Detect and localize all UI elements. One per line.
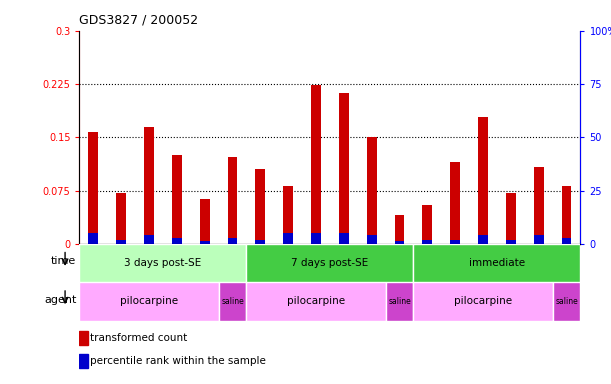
Bar: [506, 193, 516, 244]
Bar: [311, 233, 321, 244]
Bar: [172, 155, 181, 244]
Text: immediate: immediate: [469, 258, 525, 268]
Bar: [450, 162, 460, 244]
Bar: [414, 244, 580, 282]
Bar: [284, 185, 293, 244]
Bar: [478, 235, 488, 244]
Text: saline: saline: [555, 297, 578, 306]
Text: saline: saline: [388, 297, 411, 306]
Bar: [228, 157, 238, 244]
Bar: [228, 238, 238, 244]
Text: 3 days post-SE: 3 days post-SE: [124, 258, 202, 268]
Bar: [255, 240, 265, 244]
Text: saline: saline: [221, 297, 244, 306]
Bar: [367, 137, 376, 244]
Bar: [246, 282, 386, 321]
Bar: [506, 240, 516, 244]
Bar: [200, 241, 210, 244]
Bar: [79, 282, 219, 321]
Bar: [367, 235, 376, 244]
Bar: [534, 167, 544, 244]
Text: pilocarpine: pilocarpine: [454, 296, 512, 306]
Bar: [200, 199, 210, 244]
Bar: [562, 238, 571, 244]
Text: percentile rank within the sample: percentile rank within the sample: [90, 356, 266, 366]
Bar: [339, 93, 349, 244]
Bar: [534, 235, 544, 244]
Bar: [255, 169, 265, 244]
Text: pilocarpine: pilocarpine: [287, 296, 345, 306]
Bar: [395, 241, 404, 244]
Bar: [386, 282, 414, 321]
Bar: [395, 215, 404, 244]
Bar: [422, 205, 432, 244]
Text: 7 days post-SE: 7 days post-SE: [291, 258, 368, 268]
Bar: [450, 240, 460, 244]
Bar: [116, 240, 126, 244]
Bar: [116, 193, 126, 244]
Bar: [311, 85, 321, 244]
Bar: [89, 233, 98, 244]
Bar: [562, 185, 571, 244]
Text: time: time: [51, 256, 76, 266]
Bar: [79, 244, 246, 282]
Bar: [89, 132, 98, 244]
Text: pilocarpine: pilocarpine: [120, 296, 178, 306]
Bar: [284, 233, 293, 244]
Bar: [414, 282, 552, 321]
Bar: [79, 331, 88, 346]
Bar: [422, 240, 432, 244]
Bar: [172, 238, 181, 244]
Bar: [79, 354, 88, 368]
Text: GDS3827 / 200052: GDS3827 / 200052: [79, 14, 199, 27]
Text: transformed count: transformed count: [90, 333, 187, 343]
Bar: [478, 118, 488, 244]
Bar: [219, 282, 246, 321]
Bar: [552, 282, 580, 321]
Bar: [144, 127, 154, 244]
Bar: [246, 244, 414, 282]
Bar: [144, 235, 154, 244]
Bar: [339, 233, 349, 244]
Text: agent: agent: [44, 295, 76, 305]
